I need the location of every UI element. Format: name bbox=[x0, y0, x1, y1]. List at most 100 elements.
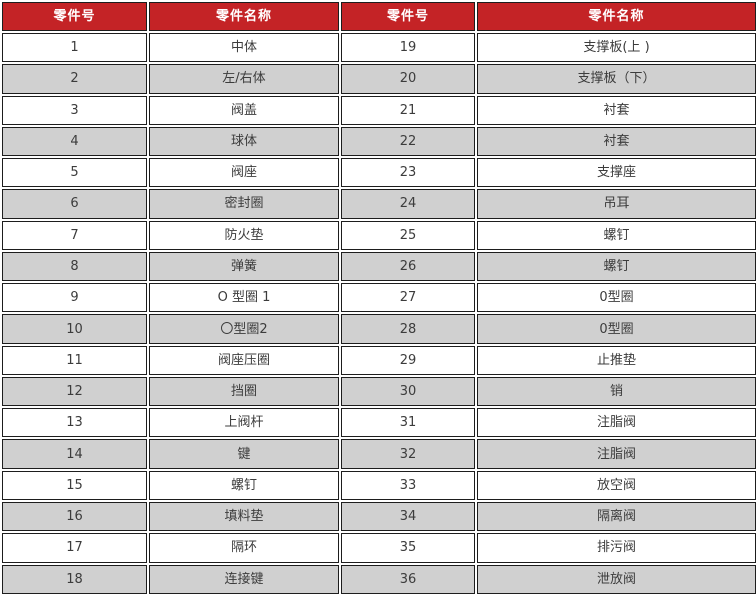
part-name-cell-right-text: 0型圈 bbox=[599, 321, 634, 337]
part-name-cell-left-text: 隔环 bbox=[230, 540, 257, 556]
part-name-cell-left-text: 中体 bbox=[230, 40, 257, 56]
part-name-cell-right: 0型圈 bbox=[477, 314, 756, 344]
part-number-cell-right-text: 31 bbox=[399, 415, 417, 431]
part-number-cell-left-text: 17 bbox=[66, 540, 83, 556]
part-number-cell-left: 8 bbox=[2, 251, 147, 282]
part-number-cell-right: 24 bbox=[341, 189, 475, 219]
part-number-cell-left-text: 2 bbox=[70, 71, 79, 87]
part-name-cell-left-text: 防火垫 bbox=[224, 227, 264, 243]
part-name-cell-left: 密封圈 bbox=[149, 189, 339, 219]
part-number-cell-right: 22 bbox=[341, 126, 475, 157]
part-name-cell-left: 球体 bbox=[149, 126, 339, 157]
part-name-cell-right-text: 止推垫 bbox=[596, 352, 636, 368]
part-name-cell-left: 连接键 bbox=[149, 564, 339, 594]
part-number-cell-left-text: 3 bbox=[70, 102, 79, 118]
table-row: 18 连接键 36 泄放阀 bbox=[2, 564, 756, 594]
part-name-cell-left: 键 bbox=[149, 439, 339, 469]
table-row: 7 防火垫 25 螺钉 bbox=[2, 220, 756, 250]
part-name-cell-left-text: 球体 bbox=[230, 133, 257, 149]
part-number-cell-right: 34 bbox=[341, 501, 475, 532]
part-name-cell-right-text: 衬套 bbox=[603, 133, 630, 149]
part-number-cell-right-text: 34 bbox=[399, 509, 417, 525]
part-name-cell-right: 支撑板（下） bbox=[477, 64, 756, 94]
column-header-part-name-right: 零件名称 bbox=[477, 2, 756, 31]
part-number-cell-right: 29 bbox=[341, 345, 475, 375]
part-name-cell-left: 隔环 bbox=[149, 533, 339, 563]
part-name-cell-right-text: 支撑座 bbox=[596, 165, 636, 181]
part-name-cell-left: O 型圈 1 bbox=[149, 283, 339, 313]
part-name-cell-left: 中体 bbox=[149, 33, 339, 63]
part-name-cell-left-text: 螺钉 bbox=[230, 477, 257, 493]
table-row: 1 中体 19 支撑板(上 ) bbox=[2, 33, 756, 63]
part-number-cell-right: 32 bbox=[341, 439, 475, 469]
part-number-cell-left: 14 bbox=[2, 439, 147, 469]
part-name-cell-right-text: 排污阀 bbox=[596, 540, 636, 556]
part-number-cell-left-text: 15 bbox=[66, 477, 83, 493]
part-number-cell-right: 36 bbox=[341, 564, 475, 594]
part-number-cell-right-text: 23 bbox=[399, 165, 417, 181]
part-number-cell-left: 16 bbox=[2, 501, 147, 532]
table-header: 零件号 零件名称 零件号 零件名称 bbox=[2, 2, 756, 31]
table-row: 4 球体 22 衬套 bbox=[2, 126, 756, 157]
part-number-cell-left: 2 bbox=[2, 64, 147, 94]
part-number-cell-left-text: 13 bbox=[66, 415, 83, 431]
part-number-cell-right: 19 bbox=[341, 33, 475, 63]
part-number-cell-left-text: 1 bbox=[70, 40, 79, 56]
table-row: 9 O 型圈 1 27 0型圈 bbox=[2, 283, 756, 313]
part-number-cell-left: 18 bbox=[2, 564, 147, 594]
part-number-cell-right-text: 20 bbox=[399, 71, 417, 87]
part-number-cell-right-text: 27 bbox=[399, 290, 417, 306]
part-number-cell-right-text: 24 bbox=[399, 196, 417, 212]
part-number-cell-right-text: 28 bbox=[399, 321, 417, 337]
part-name-cell-right-text: 注脂阀 bbox=[596, 415, 636, 431]
part-name-cell-right: 注脂阀 bbox=[477, 408, 756, 438]
part-name-cell-left: 防火垫 bbox=[149, 220, 339, 250]
part-number-cell-right-text: 35 bbox=[399, 540, 417, 556]
part-number-cell-left: 17 bbox=[2, 533, 147, 563]
table-row: 17 隔环 35 排污阀 bbox=[2, 533, 756, 563]
part-number-cell-right: 21 bbox=[341, 95, 475, 125]
part-name-cell-right-text: 吊耳 bbox=[603, 196, 630, 212]
part-number-cell-right: 25 bbox=[341, 220, 475, 250]
part-number-cell-right: 30 bbox=[341, 376, 475, 407]
part-number-cell-right-text: 25 bbox=[399, 227, 417, 243]
part-number-cell-left: 10 bbox=[2, 314, 147, 344]
column-header-part-number-left: 零件号 bbox=[2, 2, 147, 31]
part-name-cell-right: 销 bbox=[477, 376, 756, 407]
part-name-cell-right: 注脂阀 bbox=[477, 439, 756, 469]
part-name-cell-right-text: 隔离阀 bbox=[596, 509, 636, 525]
part-number-cell-left-text: 12 bbox=[66, 384, 83, 400]
part-name-cell-right-text: 支撑板(上 ) bbox=[583, 40, 650, 56]
part-number-cell-right: 28 bbox=[341, 314, 475, 344]
part-name-cell-right-text: 销 bbox=[609, 384, 623, 400]
part-number-cell-right: 23 bbox=[341, 158, 475, 188]
part-name-cell-left-text: 阀盖 bbox=[230, 102, 257, 118]
part-name-cell-left-text: 键 bbox=[237, 446, 251, 462]
part-name-cell-left-text: 填料垫 bbox=[224, 509, 264, 525]
part-number-cell-right: 27 bbox=[341, 283, 475, 313]
part-number-cell-left-text: 5 bbox=[70, 165, 79, 181]
part-name-cell-right-text: 0型圈 bbox=[599, 290, 634, 306]
part-name-cell-right: 止推垫 bbox=[477, 345, 756, 375]
column-header-part-name-left: 零件名称 bbox=[149, 2, 339, 31]
table-row: 15 螺钉 33 放空阀 bbox=[2, 470, 756, 500]
part-name-cell-right: 放空阀 bbox=[477, 470, 756, 500]
part-number-cell-right: 20 bbox=[341, 64, 475, 94]
part-name-cell-left-text: 左/右体 bbox=[222, 71, 266, 87]
part-name-cell-left: 〇型圈2 bbox=[149, 314, 339, 344]
column-header-part-number-right: 零件号 bbox=[341, 2, 475, 31]
table-row: 11 阀座压圈 29 止推垫 bbox=[2, 345, 756, 375]
part-number-cell-right-text: 30 bbox=[399, 384, 417, 400]
part-name-cell-left-text: 阀座压圈 bbox=[217, 352, 270, 368]
part-number-cell-left: 9 bbox=[2, 283, 147, 313]
table-row: 10 〇型圈2 28 0型圈 bbox=[2, 314, 756, 344]
part-name-cell-right-text: 螺钉 bbox=[603, 258, 630, 274]
part-name-cell-right-text: 螺钉 bbox=[603, 227, 630, 243]
part-name-cell-left: 挡圈 bbox=[149, 376, 339, 407]
table-row: 8 弹簧 26 螺钉 bbox=[2, 251, 756, 282]
table-row: 12 挡圈 30 销 bbox=[2, 376, 756, 407]
part-name-cell-left: 阀座压圈 bbox=[149, 345, 339, 375]
part-name-cell-left-text: O 型圈 1 bbox=[217, 290, 271, 306]
part-name-cell-right: 吊耳 bbox=[477, 189, 756, 219]
